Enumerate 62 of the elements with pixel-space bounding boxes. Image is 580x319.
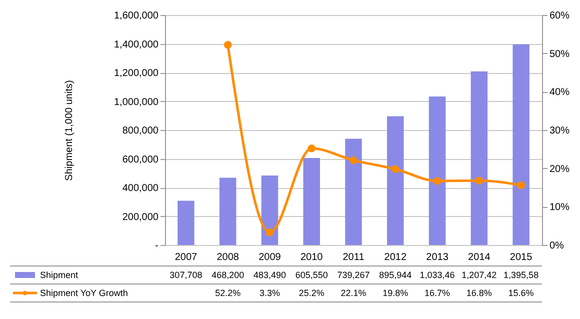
y-tick-label: 1,600,000 [114, 10, 159, 22]
legend-label: Shipment [40, 270, 79, 280]
point [308, 144, 316, 152]
x-tick-label: 2010 [300, 252, 324, 263]
data-label: 1,395,58 [504, 270, 539, 280]
y2-tick-label: 50% [550, 48, 570, 60]
y2-tick-label: 30% [550, 126, 570, 136]
data-label: 15.6% [508, 288, 534, 298]
x-tick-label: 2011 [342, 252, 365, 263]
y2-tick-label: 10% [550, 202, 570, 214]
data-label: 895,944 [379, 270, 412, 280]
bar [428, 96, 446, 245]
bar [261, 176, 278, 245]
y-tick-label: 400,000 [122, 183, 159, 194]
data-label: 605,550 [295, 270, 328, 280]
bar [387, 116, 404, 245]
point [433, 177, 442, 185]
y2-tick-label: 20% [550, 164, 570, 175]
data-label: 25.2% [298, 288, 324, 298]
y2-tick-label: 0% [550, 240, 564, 252]
point [266, 228, 274, 236]
data-label: 739,267 [337, 270, 370, 280]
x-tick-label: 2009 [258, 252, 282, 263]
y2-tick-label: 40% [550, 87, 570, 98]
data-label: 52.2% [215, 288, 241, 298]
legend-label: Shipment YoY Growth [40, 288, 128, 298]
x-tick-label: 2012 [384, 252, 407, 263]
bar [178, 200, 194, 245]
y-tick-label: 200,000 [122, 212, 159, 223]
y-tick-label: - [155, 240, 158, 252]
x-tick-label: 2008 [216, 252, 240, 263]
point [350, 156, 358, 164]
data-label: 16.8% [466, 288, 492, 298]
x-tick-label: 2015 [510, 252, 533, 263]
data-label: 16.7% [424, 288, 450, 298]
x-tick-label: 2007 [174, 252, 198, 263]
bar [345, 138, 362, 245]
data-label: 19.8% [382, 288, 408, 298]
y-tick-label: 800,000 [122, 126, 159, 136]
data-label: 1,207,42 [462, 270, 497, 280]
y-tick-label: 1,000,000 [114, 96, 159, 108]
bar [470, 71, 488, 245]
bar [303, 158, 320, 245]
y-tick-label: 1,200,000 [114, 68, 159, 79]
x-tick-label: 2014 [468, 252, 491, 263]
data-label: 483,490 [253, 270, 286, 280]
bar [219, 178, 236, 245]
y-tick-label: 600,000 [122, 154, 159, 166]
point [517, 181, 525, 190]
data-label: 307,708 [170, 270, 202, 280]
point [475, 176, 484, 184]
data-label: 468,200 [212, 270, 244, 280]
y2-tick-label: 60% [550, 10, 570, 22]
y-axis-title: Shipment (1,000 units) [64, 80, 76, 181]
point [224, 41, 232, 49]
data-label: 3.3% [259, 288, 280, 298]
point [392, 165, 400, 173]
x-tick-label: 2013 [426, 252, 449, 263]
y-tick-label: 1,400,000 [114, 39, 159, 50]
bar [512, 44, 530, 245]
data-label: 1,033,46 [420, 270, 455, 280]
data-label: 22.1% [340, 288, 366, 298]
